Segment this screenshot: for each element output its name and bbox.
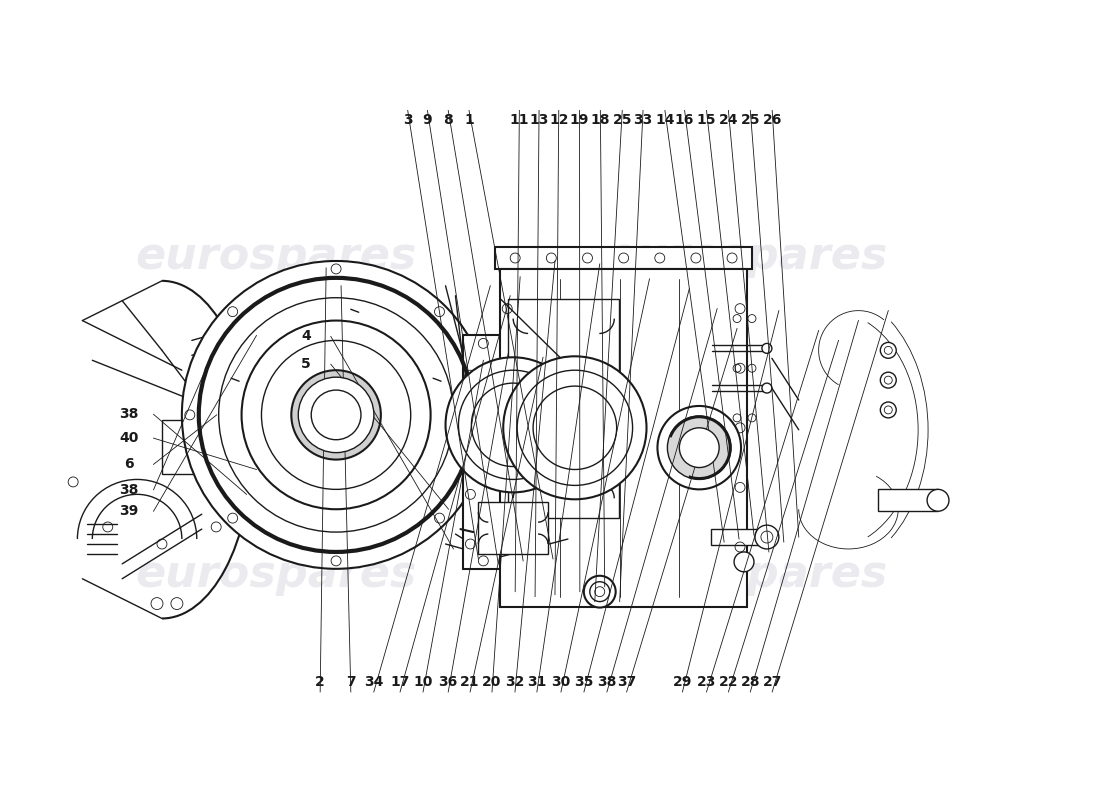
Circle shape <box>219 298 453 532</box>
Text: 24: 24 <box>718 114 738 127</box>
Circle shape <box>762 343 772 354</box>
Text: eurospares: eurospares <box>606 554 888 596</box>
Text: eurospares: eurospares <box>135 554 417 596</box>
Bar <box>478 502 548 554</box>
Circle shape <box>762 383 772 393</box>
Text: 38: 38 <box>119 482 139 497</box>
Ellipse shape <box>292 370 381 459</box>
Text: 8: 8 <box>443 114 453 127</box>
Circle shape <box>761 531 773 543</box>
Circle shape <box>668 416 732 479</box>
Text: 16: 16 <box>675 114 694 127</box>
Text: 4: 4 <box>301 330 311 343</box>
Text: 34: 34 <box>364 675 384 689</box>
Text: 19: 19 <box>570 114 590 127</box>
Circle shape <box>534 386 617 470</box>
Text: 37: 37 <box>617 675 636 689</box>
Circle shape <box>927 490 949 511</box>
Text: 13: 13 <box>529 114 549 127</box>
Bar <box>162 420 222 474</box>
Circle shape <box>584 576 616 607</box>
Bar <box>508 298 619 518</box>
Circle shape <box>880 372 896 388</box>
Circle shape <box>242 321 430 510</box>
Circle shape <box>446 358 581 492</box>
Circle shape <box>880 402 896 418</box>
Circle shape <box>459 370 568 479</box>
Circle shape <box>755 525 779 549</box>
Text: 7: 7 <box>346 675 355 689</box>
Text: 29: 29 <box>673 675 692 689</box>
Text: 2: 2 <box>316 675 324 689</box>
Text: eurospares: eurospares <box>606 235 888 278</box>
Text: 27: 27 <box>762 675 782 689</box>
Circle shape <box>734 552 754 572</box>
Text: 31: 31 <box>527 675 547 689</box>
Bar <box>500 269 747 606</box>
Text: 26: 26 <box>762 114 782 127</box>
Text: 25: 25 <box>740 114 760 127</box>
Text: 14: 14 <box>656 114 674 127</box>
Bar <box>712 529 761 545</box>
Text: 40: 40 <box>119 431 139 445</box>
Circle shape <box>680 428 719 467</box>
Text: 3: 3 <box>403 114 412 127</box>
Text: 36: 36 <box>439 675 458 689</box>
Circle shape <box>262 341 410 490</box>
Text: 18: 18 <box>591 114 611 127</box>
Text: 20: 20 <box>482 675 502 689</box>
Text: 12: 12 <box>549 114 569 127</box>
Bar <box>878 490 938 511</box>
Text: 9: 9 <box>422 114 432 127</box>
Circle shape <box>182 261 491 569</box>
Text: eurospares: eurospares <box>135 235 417 278</box>
Bar <box>463 335 568 569</box>
Text: 21: 21 <box>461 675 480 689</box>
Circle shape <box>298 377 374 453</box>
Text: 38: 38 <box>597 675 617 689</box>
Text: 35: 35 <box>574 675 594 689</box>
Text: 22: 22 <box>718 675 738 689</box>
Circle shape <box>311 390 361 440</box>
Text: 30: 30 <box>551 675 571 689</box>
Text: 1: 1 <box>464 114 474 127</box>
Text: 11: 11 <box>509 114 529 127</box>
Text: 25: 25 <box>613 114 632 127</box>
Text: 23: 23 <box>696 675 716 689</box>
Text: 32: 32 <box>505 675 525 689</box>
Circle shape <box>880 342 896 358</box>
Text: 17: 17 <box>390 675 409 689</box>
Text: 28: 28 <box>740 675 760 689</box>
Text: 10: 10 <box>414 675 432 689</box>
Circle shape <box>517 370 632 486</box>
Text: 39: 39 <box>119 504 139 518</box>
Circle shape <box>503 356 647 499</box>
Bar <box>495 247 752 269</box>
Text: 33: 33 <box>634 114 652 127</box>
Circle shape <box>472 383 556 466</box>
Text: 38: 38 <box>119 407 139 422</box>
Circle shape <box>658 406 741 490</box>
Text: 6: 6 <box>124 458 133 471</box>
Text: 5: 5 <box>301 358 311 371</box>
Text: 15: 15 <box>696 114 716 127</box>
